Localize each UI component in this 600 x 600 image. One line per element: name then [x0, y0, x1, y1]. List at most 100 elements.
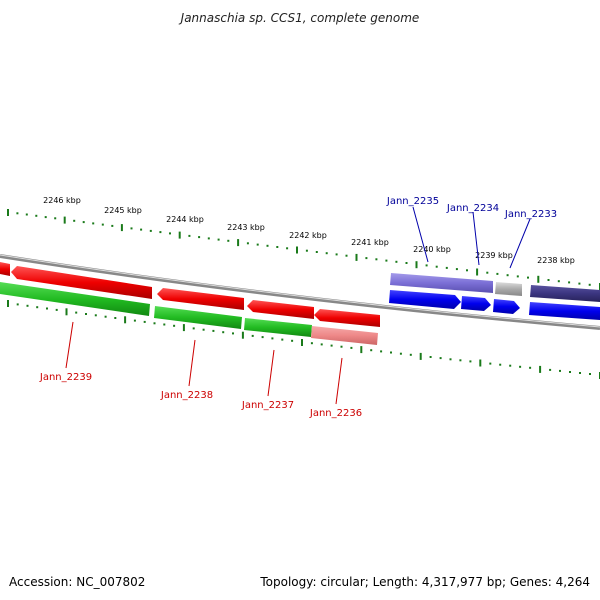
minor-tick: [36, 306, 39, 309]
gene-feature-jann-2239[interactable]: [0, 282, 150, 316]
gene-feature-other[interactable]: [495, 282, 522, 296]
gene-feature-jann-2233[interactable]: [530, 285, 600, 302]
minor-tick: [325, 252, 328, 255]
gene-feature-jann-2238-cds[interactable]: [157, 288, 244, 310]
gene-label-jann-2238[interactable]: Jann_2238: [160, 390, 213, 401]
minor-tick: [466, 269, 468, 272]
minor-tick: [232, 332, 234, 335]
gene-feature-left-edge[interactable]: [0, 262, 10, 276]
minor-tick: [35, 214, 38, 217]
major-tick: [237, 239, 240, 247]
gene-feature-jann-2236[interactable]: [311, 326, 378, 345]
scale-label: 2244 kbp: [166, 215, 204, 224]
major-tick: [537, 275, 540, 283]
minor-tick: [55, 308, 58, 311]
gene-feature-jann-2235-cds[interactable]: [389, 290, 461, 309]
gene-feature-jann-2237[interactable]: [244, 318, 312, 337]
minor-tick: [286, 247, 289, 250]
minor-tick: [445, 266, 448, 269]
gene-feature-jann-2235[interactable]: [390, 273, 493, 293]
scale-ticks-inner: [7, 300, 600, 379]
gene-label-jann-2234[interactable]: Jann_2234: [446, 203, 499, 214]
scale-label: 2238 kbp: [537, 256, 575, 265]
major-tick: [241, 331, 244, 339]
minor-tick: [143, 320, 146, 323]
minor-tick: [276, 246, 279, 248]
minor-tick: [588, 283, 591, 286]
gene-feature-jann-2236-cds[interactable]: [314, 309, 380, 327]
scale-ticks-outer: [7, 209, 600, 290]
minor-tick: [449, 358, 452, 361]
minor-tick: [54, 217, 57, 220]
minor-tick: [133, 319, 136, 322]
minor-tick: [310, 342, 313, 345]
minor-tick: [499, 363, 502, 366]
minor-tick: [519, 365, 522, 368]
gene-labels: Jann_2235 Jann_2234 Jann_2233 Jann_2239 …: [39, 196, 557, 419]
major-tick: [476, 268, 479, 276]
major-tick: [7, 300, 9, 307]
major-tick: [7, 209, 9, 216]
minor-tick: [549, 368, 552, 371]
minor-tick: [261, 336, 264, 339]
minor-tick: [114, 317, 117, 319]
minor-tick: [153, 322, 156, 325]
minor-tick: [251, 334, 254, 337]
minor-tick: [85, 313, 87, 315]
gene-label-jann-2237[interactable]: Jann_2237: [241, 400, 294, 411]
minor-tick: [429, 356, 432, 358]
gene-feature-jann-2233-cds-a[interactable]: [493, 299, 520, 314]
minor-tick: [149, 229, 152, 232]
scale-label: 2239 kbp: [475, 251, 513, 260]
minor-tick: [547, 279, 550, 281]
major-tick: [479, 359, 482, 367]
gene-label-jann-2239[interactable]: Jann_2239: [39, 372, 92, 383]
major-tick: [63, 216, 66, 224]
minor-tick: [246, 242, 249, 245]
gene-feature-jann-2234-cds[interactable]: [461, 296, 491, 311]
gene-label-jann-2236[interactable]: Jann_2236: [309, 408, 362, 419]
minor-tick: [489, 362, 492, 365]
gene-label-jann-2233[interactable]: Jann_2233: [504, 209, 557, 220]
minor-tick: [409, 353, 412, 356]
minor-tick: [73, 219, 76, 222]
genome-summary-text: Topology: circular; Length: 4,317,977 bp…: [259, 575, 590, 589]
minor-tick: [16, 212, 19, 215]
gene-feature-jann-2237-cds[interactable]: [247, 300, 314, 319]
minor-tick: [335, 253, 338, 256]
scale-label: 2243 kbp: [227, 223, 265, 232]
label-leaders: [65, 206, 531, 405]
minor-tick: [375, 258, 378, 261]
minor-tick: [159, 231, 162, 234]
minor-tick: [82, 221, 85, 224]
minor-tick: [365, 257, 368, 260]
minor-tick: [188, 234, 191, 237]
major-tick: [65, 308, 68, 316]
minor-tick: [25, 213, 28, 216]
gene-feature-jann-2238[interactable]: [154, 306, 242, 329]
minor-tick: [579, 372, 581, 374]
major-tick: [120, 224, 123, 232]
major-tick: [355, 253, 358, 261]
minor-tick: [320, 343, 323, 346]
major-tick: [360, 346, 363, 354]
minor-tick: [140, 228, 143, 231]
gene-feature-jann-2233-cds-b[interactable]: [529, 302, 600, 320]
minor-tick: [529, 366, 532, 369]
gene-label-jann-2235[interactable]: Jann_2235: [386, 196, 439, 207]
minor-tick: [169, 232, 171, 235]
minor-tick: [350, 346, 353, 349]
minor-tick: [385, 259, 388, 262]
scale-labels: 2246 kbp 2245 kbp 2244 kbp 2243 kbp 2242…: [43, 196, 575, 265]
minor-tick: [390, 351, 392, 354]
accession-text: Accession: NC_007802: [9, 575, 145, 589]
minor-tick: [516, 275, 519, 278]
major-tick: [539, 365, 542, 373]
minor-tick: [198, 236, 201, 239]
minor-tick: [94, 314, 97, 317]
minor-tick: [271, 337, 274, 340]
reverse-strand: [0, 262, 380, 345]
minor-tick: [435, 265, 438, 268]
gene-feature-jann-2239-cds[interactable]: [11, 266, 152, 299]
